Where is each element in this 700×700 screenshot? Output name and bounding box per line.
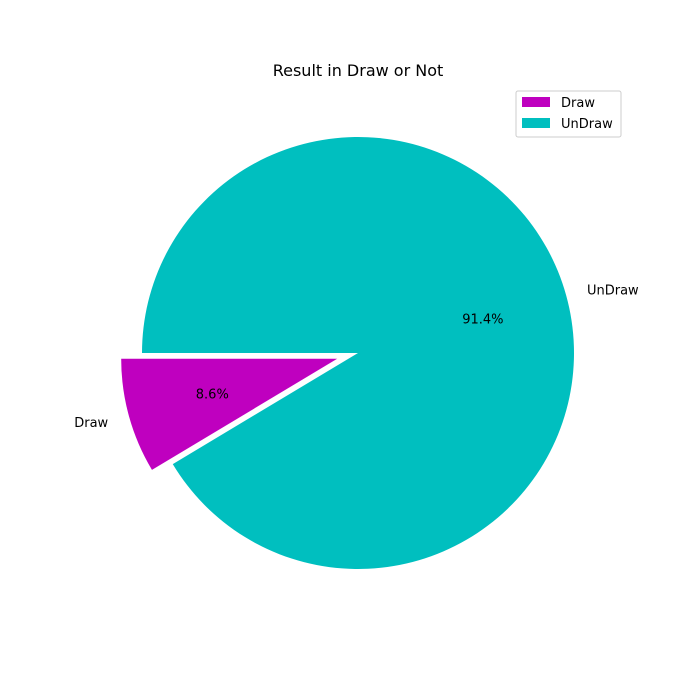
legend: Draw UnDraw	[515, 90, 622, 138]
legend-label-undraw: UnDraw	[561, 117, 613, 132]
legend-swatch-draw	[522, 97, 550, 107]
pie-slices	[121, 137, 574, 569]
slice-label-undraw: UnDraw	[587, 284, 639, 299]
pie-slice-undraw	[142, 137, 574, 569]
pie-labels: Draw 8.6% UnDraw 91.4%	[74, 284, 639, 432]
chart-title: Result in Draw or Not	[273, 61, 444, 80]
legend-label-draw: Draw	[561, 96, 595, 111]
pie-slice-draw	[121, 358, 338, 470]
slice-pct-draw: 8.6%	[196, 387, 229, 402]
legend-swatch-undraw	[522, 118, 550, 128]
slice-pct-undraw: 91.4%	[462, 312, 503, 327]
slice-label-draw: Draw	[74, 416, 108, 431]
